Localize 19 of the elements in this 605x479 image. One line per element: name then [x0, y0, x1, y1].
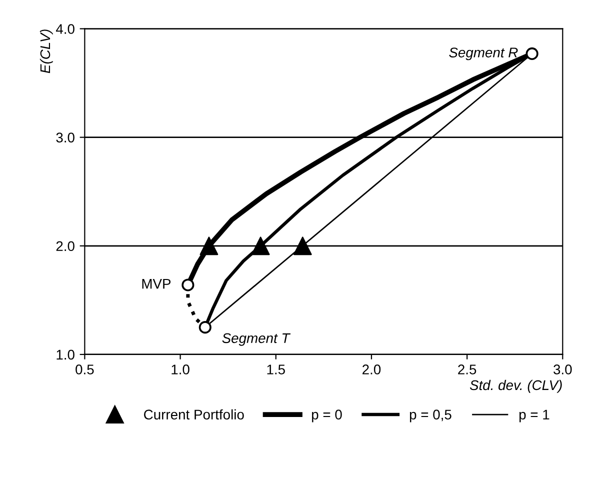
y-axis-title: E(CLV): [40, 30, 53, 74]
annotation: Segment T: [222, 333, 291, 346]
y-tick-label: 1.0: [56, 350, 74, 360]
x-tick-label: 1.5: [267, 364, 285, 374]
x-tick-label: 2.5: [458, 364, 476, 374]
annotation: Segment R: [449, 48, 518, 60]
x-tick-label: 0.5: [76, 364, 94, 374]
y-tick-label: 4.0: [56, 24, 74, 34]
legend-label: p = 0,5: [410, 410, 452, 422]
x-tick-label: 1.0: [172, 364, 190, 374]
y-tick-label: 3.0: [56, 132, 74, 142]
x-tick-label: 3.0: [554, 364, 572, 374]
annotation: MVP: [142, 279, 171, 289]
x-tick-label: 2.0: [362, 364, 381, 374]
legend-label: p = 0: [312, 410, 342, 422]
legend-label: Current Portfolio: [144, 409, 244, 420]
legend-label: p = 1: [519, 410, 550, 422]
x-axis-title: Std. dev. (CLV): [470, 380, 562, 393]
y-tick-label: 2.0: [56, 241, 74, 252]
